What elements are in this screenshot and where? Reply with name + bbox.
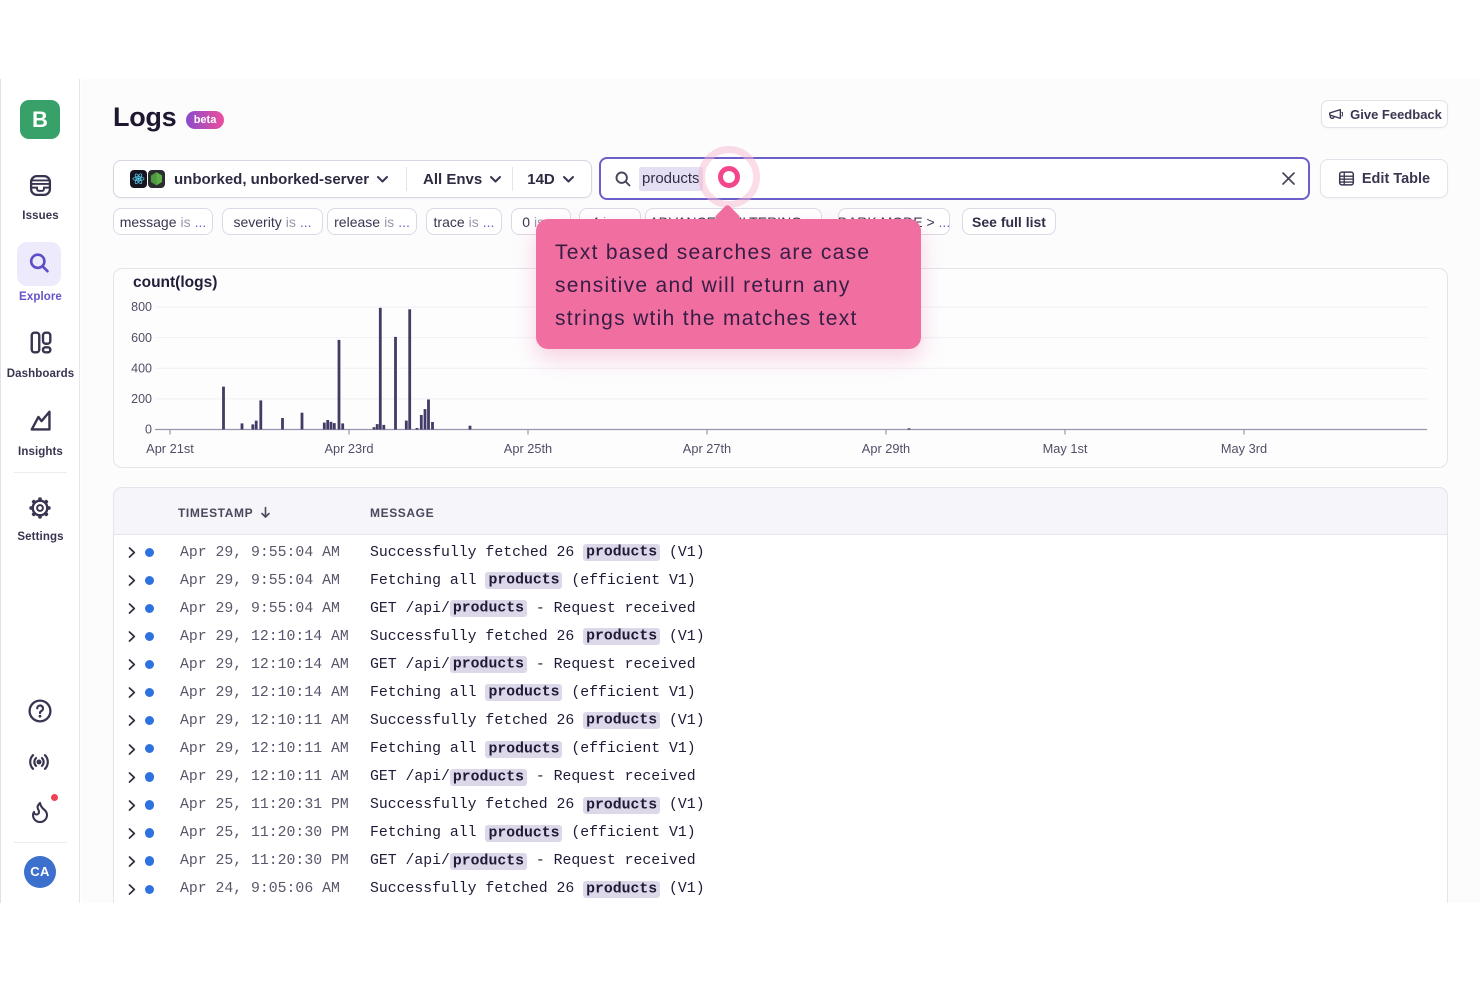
- svg-text:800: 800: [131, 300, 152, 314]
- svg-text:Apr 29th: Apr 29th: [862, 441, 910, 456]
- svg-text:200: 200: [131, 392, 152, 406]
- svg-text:May 1st: May 1st: [1043, 441, 1088, 456]
- svg-text:Apr 23rd: Apr 23rd: [324, 441, 373, 456]
- svg-text:May 3rd: May 3rd: [1221, 441, 1267, 456]
- svg-text:600: 600: [131, 331, 152, 345]
- svg-text:Apr 25th: Apr 25th: [504, 441, 552, 456]
- svg-text:Apr 21st: Apr 21st: [146, 441, 194, 456]
- svg-text:0: 0: [145, 423, 152, 437]
- svg-text:Apr 27th: Apr 27th: [683, 441, 731, 456]
- svg-text:400: 400: [131, 362, 152, 376]
